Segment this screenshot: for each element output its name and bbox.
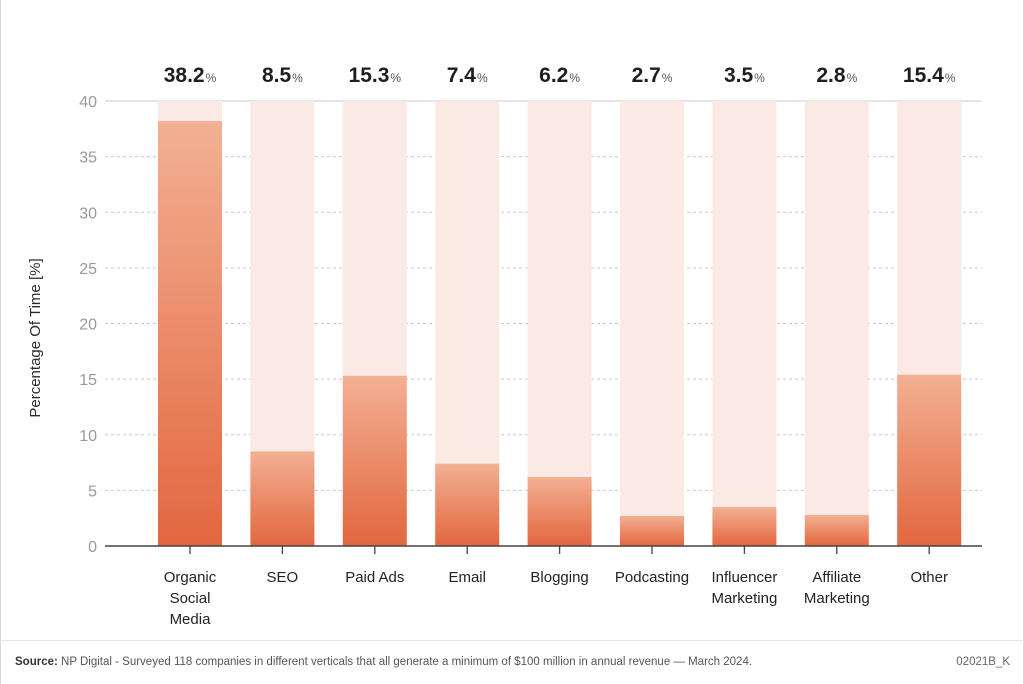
y-axis-label: Percentage Of Time [%] <box>27 258 44 417</box>
bar-track <box>527 101 592 546</box>
x-tick-label: Influencer Marketing <box>711 569 777 607</box>
bar <box>712 507 777 546</box>
bar <box>158 121 222 547</box>
y-tick-label: 35 <box>79 150 97 167</box>
source-label: Source: <box>15 656 58 668</box>
x-tick-label: Other <box>910 569 948 586</box>
data-label: 7.4% <box>447 64 488 87</box>
bar-chart: 0 5 10 15 20 25 30 35 40 38.2% Organic Social Media 8… <box>27 64 982 628</box>
y-tick-label: 40 <box>79 94 97 111</box>
y-tick-label: 10 <box>79 428 97 445</box>
y-tick-label: 15 <box>79 372 97 389</box>
y-tick-label: 25 <box>79 261 97 278</box>
bar <box>527 477 592 546</box>
x-tick-label: Podcasting <box>615 569 689 586</box>
bar-track <box>804 101 869 546</box>
x-tick-label: Affiliate Marketing <box>804 569 870 607</box>
data-label: 3.5% <box>724 64 765 87</box>
y-tick-label: 5 <box>88 483 97 500</box>
bar-track <box>712 101 777 546</box>
y-tick-label: 20 <box>79 317 97 334</box>
x-tick-label: SEO <box>267 569 299 586</box>
data-label: 2.8% <box>816 64 857 87</box>
x-tick-label: Organic Social Media <box>164 569 217 628</box>
chart-code: 02021B_K <box>956 656 1010 668</box>
footer-divider <box>0 640 1024 641</box>
source-text: NP Digital - Surveyed 118 companies in d… <box>57 656 753 668</box>
x-tick-label: Paid Ads <box>345 569 404 586</box>
data-label: 15.3% <box>349 64 402 87</box>
x-tick-label: Email <box>448 569 486 586</box>
data-label: 6.2% <box>539 64 580 87</box>
data-label: 15.4% <box>903 64 956 87</box>
bar <box>342 375 407 546</box>
bar-track <box>620 101 684 546</box>
y-tick-label: 0 <box>88 539 97 556</box>
bar <box>250 451 315 546</box>
data-label: 8.5% <box>262 64 303 87</box>
bar <box>804 514 869 546</box>
bar <box>897 374 962 546</box>
data-label: 38.2% <box>164 64 217 87</box>
data-label: 2.7% <box>632 64 673 87</box>
y-tick-label: 30 <box>79 205 97 222</box>
source-note: Source: NP Digital - Surveyed 118 compan… <box>15 656 752 668</box>
x-tick-label: Blogging <box>530 569 588 586</box>
bar <box>620 515 684 546</box>
bar <box>435 463 500 546</box>
